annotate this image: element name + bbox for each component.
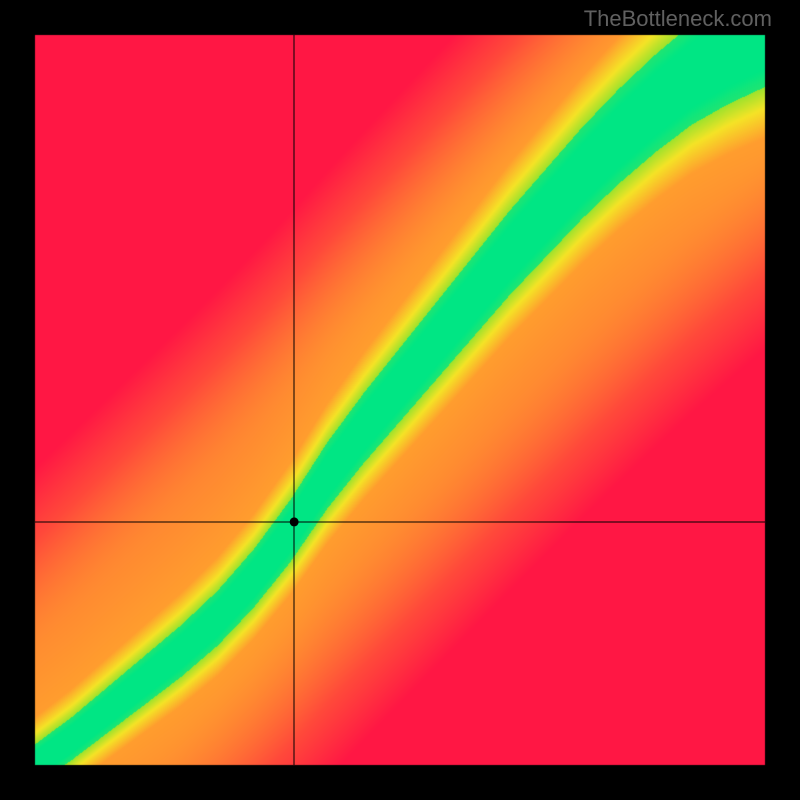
chart-container: TheBottleneck.com [0,0,800,800]
crosshair-marker [290,517,299,526]
watermark-text: TheBottleneck.com [584,6,772,32]
overlay-layer [0,0,800,800]
